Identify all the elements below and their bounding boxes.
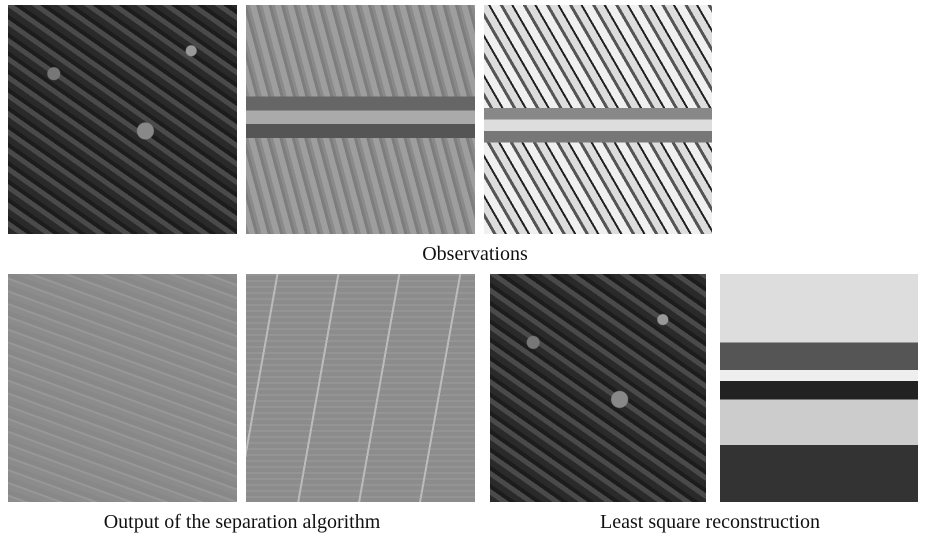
reconstruction-caption: Least square reconstruction: [510, 511, 910, 534]
observation-image-1: [8, 5, 237, 234]
figure-page: Observations Output of the separation al…: [0, 0, 926, 539]
separation-image-2: [246, 274, 475, 502]
observations-caption: Observations: [375, 243, 575, 266]
observation-image-2: [246, 5, 475, 234]
separation-caption: Output of the separation algorithm: [42, 511, 442, 534]
reconstruction-image-2: [720, 274, 918, 502]
separation-image-1: [8, 274, 237, 502]
observation-image-3: [484, 5, 712, 234]
reconstruction-image-1: [490, 274, 706, 502]
